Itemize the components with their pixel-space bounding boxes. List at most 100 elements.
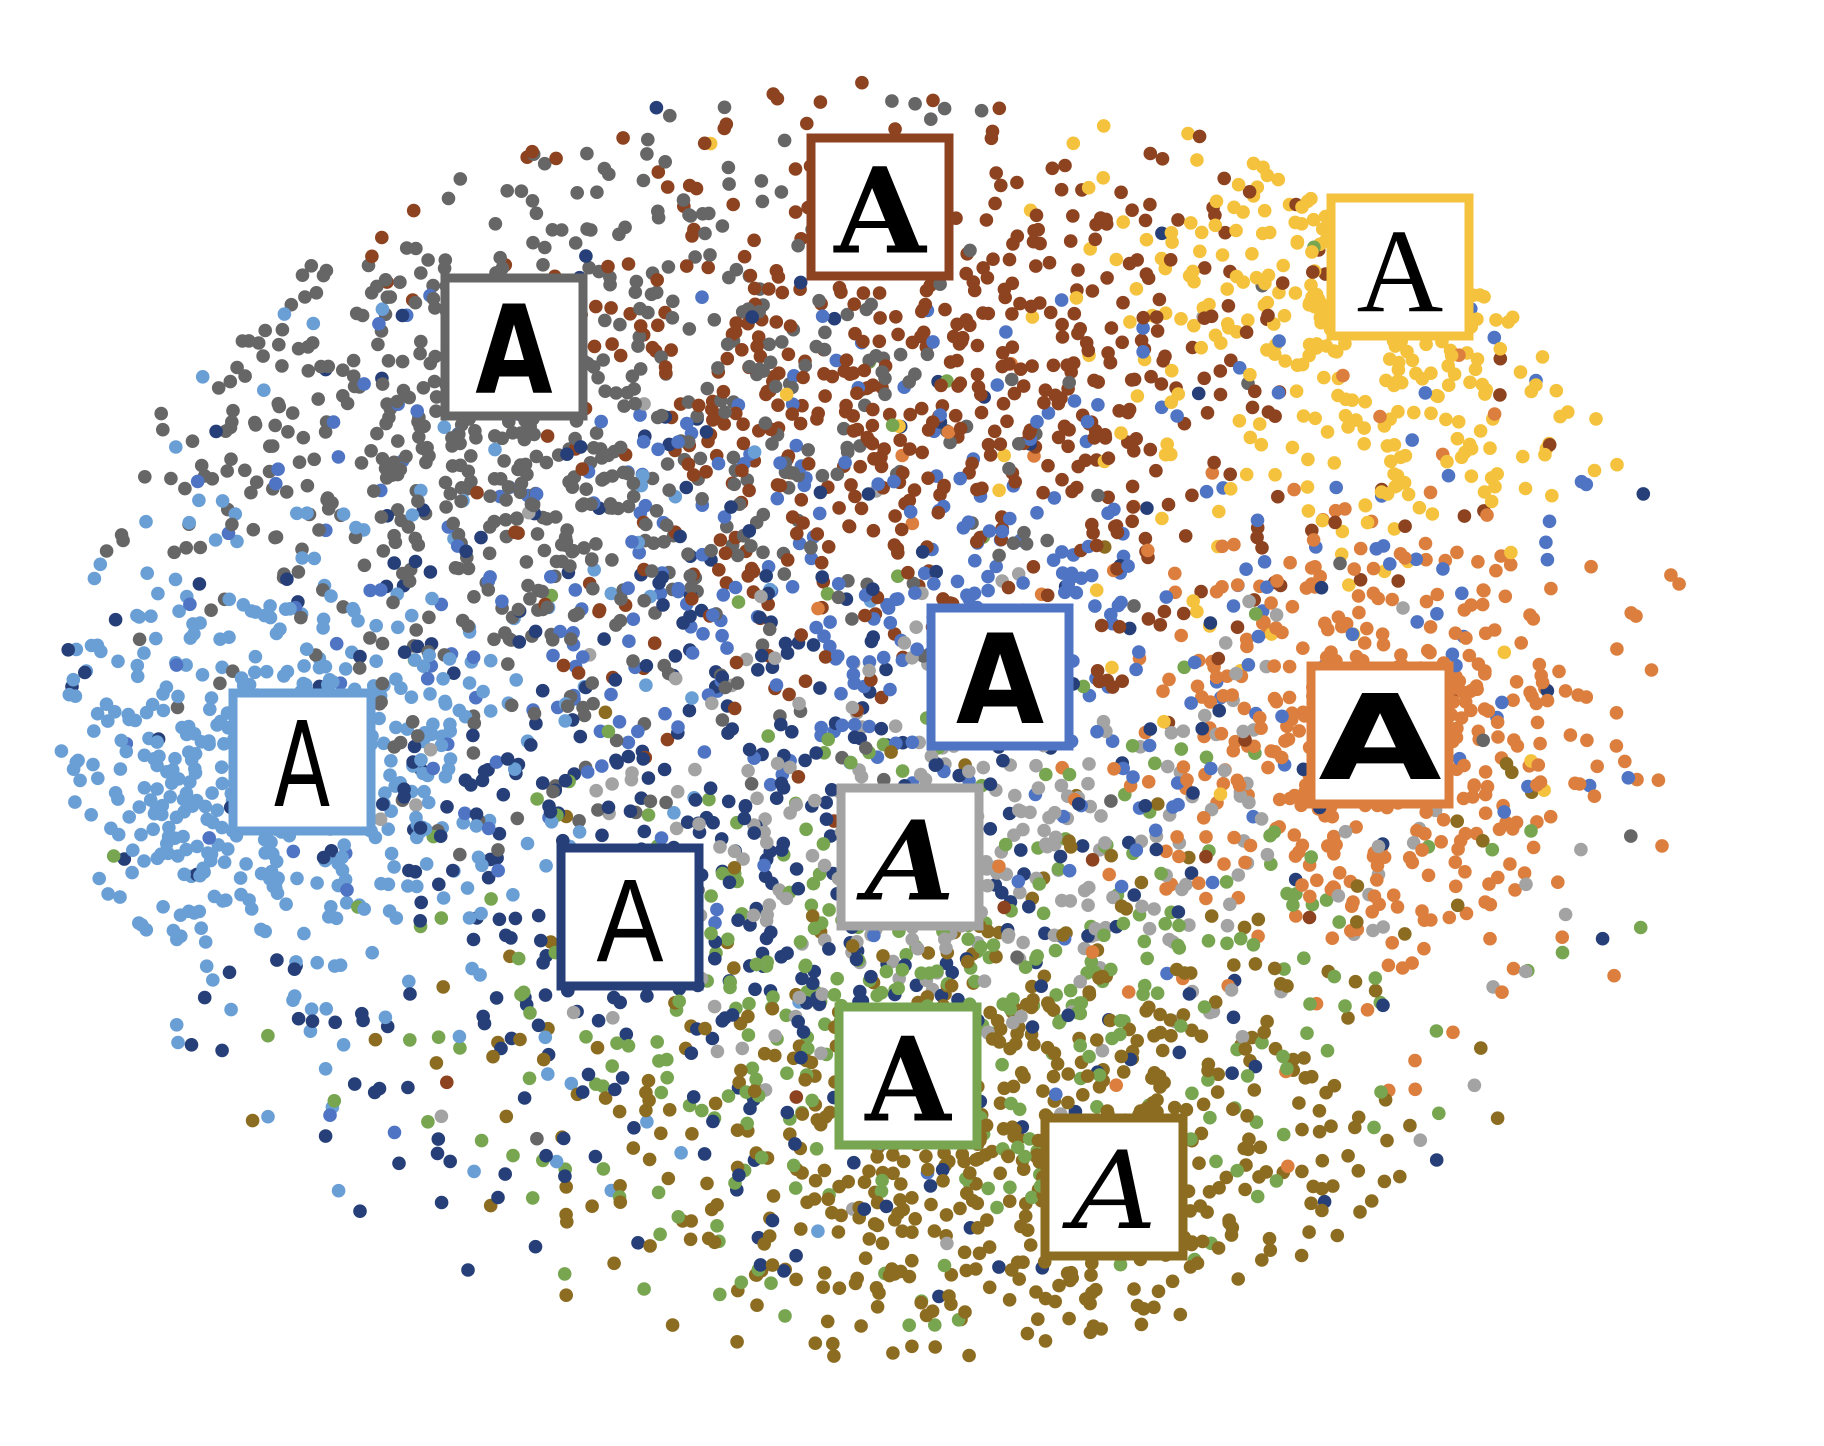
data-point bbox=[169, 1018, 184, 1032]
data-point bbox=[1061, 577, 1076, 591]
data-point bbox=[1261, 308, 1275, 323]
data-point bbox=[556, 1131, 571, 1146]
data-point bbox=[555, 554, 569, 569]
data-point bbox=[1073, 974, 1087, 989]
data-point bbox=[199, 959, 214, 973]
data-point bbox=[885, 418, 900, 433]
exemplar-box-calligraphic-script: A bbox=[1040, 1113, 1188, 1261]
data-point bbox=[1254, 812, 1269, 826]
data-point bbox=[760, 955, 774, 969]
data-point bbox=[1320, 425, 1335, 439]
data-point bbox=[1580, 733, 1594, 748]
data-point bbox=[1061, 439, 1075, 454]
data-point bbox=[844, 755, 858, 770]
data-point bbox=[1276, 258, 1290, 273]
data-point bbox=[1525, 689, 1539, 704]
data-point bbox=[1376, 637, 1391, 652]
data-point bbox=[312, 523, 326, 537]
data-point bbox=[1238, 855, 1252, 870]
data-point bbox=[1136, 345, 1150, 359]
data-point bbox=[1236, 724, 1250, 739]
data-point bbox=[1204, 761, 1218, 776]
data-point bbox=[375, 676, 390, 691]
data-point bbox=[960, 588, 974, 602]
data-point bbox=[1201, 934, 1216, 948]
data-point bbox=[761, 729, 775, 743]
data-point bbox=[1194, 584, 1208, 599]
data-point bbox=[1141, 775, 1156, 789]
data-point bbox=[268, 418, 283, 433]
data-point bbox=[974, 405, 989, 420]
data-point bbox=[1190, 604, 1204, 619]
data-point bbox=[1115, 674, 1129, 688]
data-point bbox=[850, 1271, 864, 1286]
data-point bbox=[633, 301, 647, 316]
data-point bbox=[806, 638, 821, 652]
data-point bbox=[666, 294, 680, 309]
data-point bbox=[1530, 778, 1544, 792]
data-point bbox=[1518, 964, 1533, 979]
data-point bbox=[879, 964, 894, 979]
data-point bbox=[718, 680, 733, 695]
data-point bbox=[363, 583, 378, 598]
data-point bbox=[824, 783, 839, 797]
data-point bbox=[1423, 645, 1437, 660]
data-point bbox=[1518, 481, 1533, 496]
data-point bbox=[1223, 482, 1238, 496]
data-point bbox=[1116, 1065, 1131, 1079]
data-point bbox=[1001, 930, 1015, 944]
data-point bbox=[492, 826, 507, 841]
data-point bbox=[710, 1044, 725, 1059]
data-point bbox=[413, 914, 428, 928]
data-point bbox=[132, 610, 146, 624]
data-point bbox=[1191, 876, 1206, 890]
data-point bbox=[628, 285, 643, 300]
data-point bbox=[1029, 1285, 1043, 1299]
data-point bbox=[905, 1225, 919, 1239]
data-point bbox=[401, 520, 416, 534]
data-point bbox=[777, 133, 792, 148]
data-point bbox=[462, 676, 477, 690]
data-point bbox=[1590, 759, 1604, 774]
exemplar-glyph: A bbox=[597, 855, 664, 986]
data-point bbox=[1071, 797, 1086, 811]
data-point bbox=[979, 1118, 994, 1133]
data-point bbox=[650, 273, 664, 287]
data-point bbox=[838, 404, 853, 419]
data-point bbox=[891, 981, 905, 996]
data-point bbox=[988, 196, 1002, 211]
data-point bbox=[251, 336, 266, 350]
data-point bbox=[976, 760, 991, 775]
data-point bbox=[170, 700, 185, 715]
data-point bbox=[1129, 432, 1143, 446]
data-point bbox=[589, 426, 604, 440]
data-point bbox=[754, 589, 768, 604]
data-point bbox=[963, 318, 977, 333]
data-point bbox=[337, 838, 352, 852]
data-point bbox=[1220, 282, 1234, 296]
data-point bbox=[1366, 586, 1381, 601]
data-point bbox=[811, 601, 825, 616]
data-point bbox=[765, 1001, 780, 1016]
data-point bbox=[1013, 362, 1028, 377]
data-point bbox=[1487, 330, 1502, 345]
data-point bbox=[1184, 866, 1199, 880]
data-point bbox=[870, 988, 884, 1003]
data-point bbox=[1235, 1030, 1250, 1044]
data-point bbox=[1202, 1185, 1217, 1199]
data-point bbox=[394, 681, 408, 695]
data-point bbox=[1018, 960, 1033, 974]
data-point bbox=[746, 908, 761, 923]
data-point bbox=[271, 396, 286, 411]
data-point bbox=[830, 467, 845, 482]
data-point bbox=[590, 1040, 605, 1055]
data-point bbox=[902, 493, 917, 508]
data-point bbox=[392, 1156, 406, 1171]
data-point bbox=[1048, 1294, 1062, 1309]
data-point bbox=[789, 1248, 803, 1263]
data-point bbox=[221, 842, 235, 856]
data-point bbox=[1002, 357, 1016, 371]
data-point bbox=[903, 407, 917, 422]
data-point bbox=[722, 875, 737, 890]
data-point bbox=[1281, 732, 1296, 747]
